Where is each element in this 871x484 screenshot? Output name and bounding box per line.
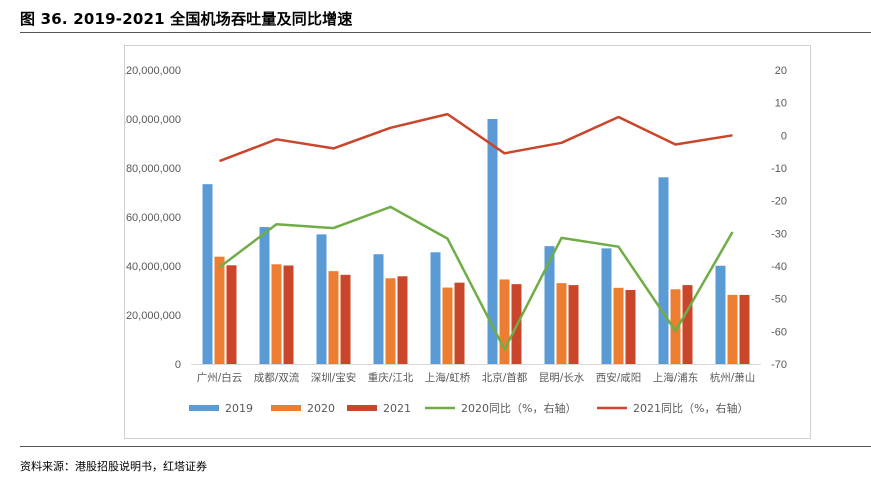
bar-2021 (739, 294, 750, 364)
figure-title: 图 36. 2019-2021 全国机场吞吐量及同比增速 (20, 10, 353, 28)
y-left-tick-label: 100,000,000 (125, 114, 181, 126)
y-left-tick-label: 80,000,000 (126, 163, 181, 175)
bar-2021 (454, 282, 465, 364)
y-left-tick-label: 0 (175, 359, 181, 371)
bar-2020 (499, 279, 510, 364)
x-category-label: 北京/首都 (482, 371, 528, 384)
bar-2020 (556, 283, 567, 364)
bar-2019 (601, 248, 612, 364)
x-category-label: 西安/咸阳 (596, 371, 642, 384)
bar-2019 (316, 234, 327, 364)
bar-2019 (544, 246, 555, 364)
y-right-tick-label: -40 (771, 261, 787, 273)
x-category-label: 重庆/江北 (368, 371, 414, 384)
chart-frame: 0 20,000,000 40,000,000 60,000,000 80,000,00… (124, 45, 811, 439)
legend-swatch (271, 405, 301, 411)
title-rule (20, 32, 871, 33)
x-category-label: 上海/浦东 (653, 371, 699, 384)
legend-label: 2021 (383, 402, 411, 415)
source-note: 资料来源：港股招股说明书，红塔证券 (20, 460, 207, 473)
bar-2021 (340, 274, 351, 364)
y-right-tick-label: 0 (781, 130, 787, 142)
y-right-tick-label: -20 (771, 196, 787, 208)
bar-2021 (397, 276, 408, 364)
bar-2020 (385, 278, 396, 364)
bar-2021 (568, 285, 579, 364)
legend-label: 2019 (225, 402, 253, 415)
bar-2021 (682, 285, 693, 364)
source-rule (20, 446, 871, 447)
y-right-tick-label: -50 (771, 294, 787, 306)
bar-2019 (259, 227, 270, 364)
bar-2020 (727, 294, 738, 364)
y-left-tick-label: 60,000,000 (126, 212, 181, 224)
x-category-label: 上海/虹桥 (425, 371, 471, 384)
y-right-tick-label: -30 (771, 228, 787, 240)
legend-swatch (347, 405, 377, 411)
bar-2020 (214, 256, 225, 364)
y-left-tick-label: 120,000,000 (125, 65, 181, 77)
bar-2021 (625, 290, 636, 364)
x-category-label: 杭州/萧山 (710, 371, 756, 384)
x-category-label: 昆明/长水 (539, 372, 585, 384)
bar-2020 (328, 271, 339, 364)
bar-2020 (442, 287, 453, 364)
legend-label: 2021同比（%，右轴） (633, 401, 748, 415)
bar-2019 (202, 184, 213, 364)
y-right-tick-label: -10 (771, 163, 787, 175)
bar-2019 (430, 252, 441, 364)
legend-label: 2020 (307, 402, 335, 415)
bar-2020 (670, 289, 681, 364)
series-line-2021-yoy (219, 112, 733, 163)
bar-2020 (271, 264, 282, 364)
bar-2019 (715, 265, 726, 364)
legend-label: 2020同比（%，右轴） (461, 401, 576, 415)
y-right-tick-label: -60 (771, 326, 787, 338)
x-category-label: 广州/白云 (197, 371, 243, 384)
y-right-tick-label: -70 (771, 359, 787, 371)
bar-2019 (373, 254, 384, 364)
y-right-tick-label: 20 (775, 65, 787, 77)
x-category-label: 深圳/宝安 (311, 371, 357, 384)
x-category-label: 成都/双流 (254, 371, 300, 384)
y-left-tick-label: 40,000,000 (126, 261, 181, 273)
bar-2019 (487, 119, 498, 364)
y-right-tick-label: 10 (775, 98, 787, 110)
chart-svg: 0 20,000,000 40,000,000 60,000,000 80,000,00… (125, 65, 787, 415)
bar-2019 (658, 177, 669, 364)
legend-swatch (189, 405, 219, 411)
bar-2021 (226, 265, 237, 364)
bar-2020 (613, 287, 624, 364)
bar-2021 (283, 265, 294, 364)
series-line-2020-yoy (218, 205, 734, 351)
y-left-tick-label: 20,000,000 (126, 310, 181, 322)
